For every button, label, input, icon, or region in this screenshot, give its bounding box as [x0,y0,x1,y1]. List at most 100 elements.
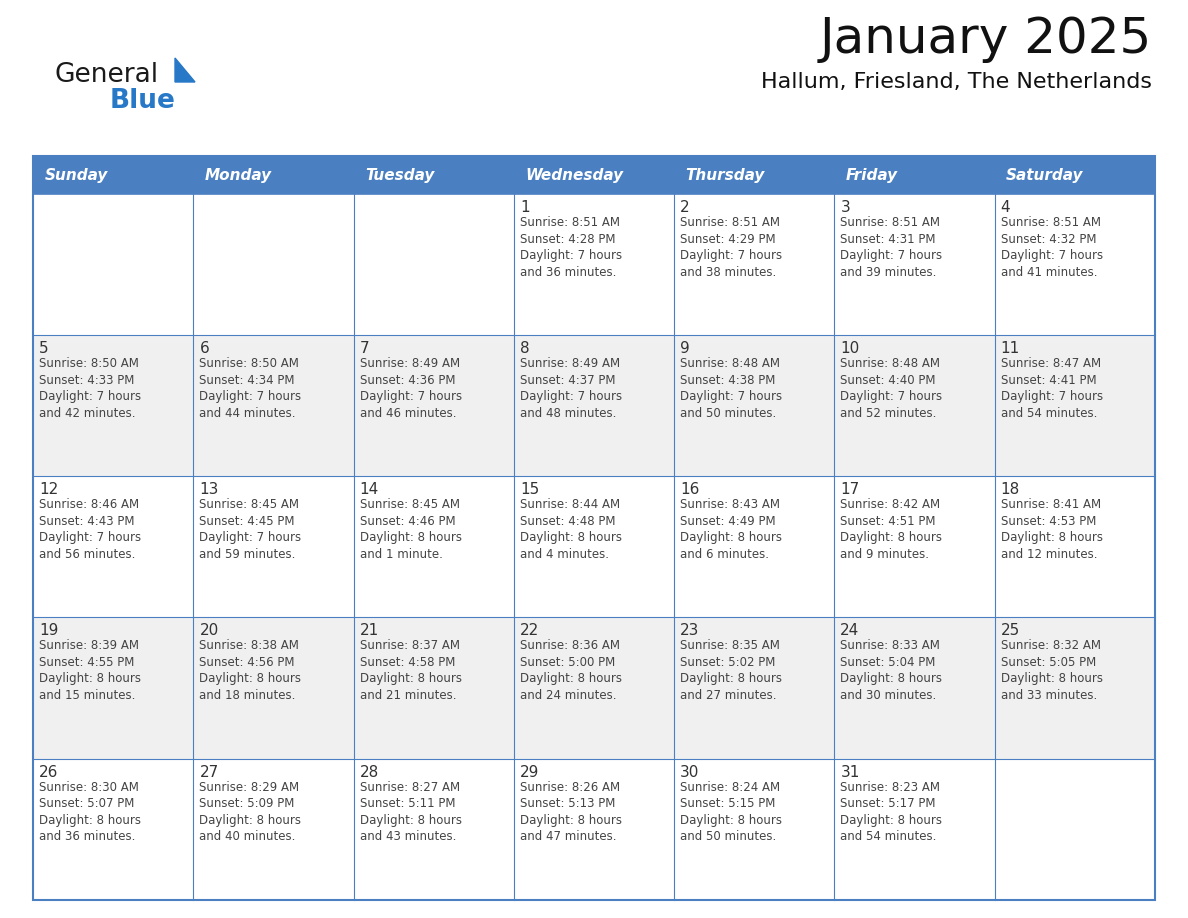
Text: 11: 11 [1000,341,1019,356]
Bar [514,618,674,758]
Text: 23: 23 [680,623,700,638]
Bar [674,618,834,758]
Text: 31: 31 [840,765,860,779]
Text: Sunrise: 8:23 AM
Sunset: 5:17 PM
Daylight: 8 hours
and 54 minutes.: Sunrise: 8:23 AM Sunset: 5:17 PM Dayligh… [840,780,942,843]
Bar [33,335,194,476]
Text: Sunrise: 8:45 AM
Sunset: 4:45 PM
Daylight: 7 hours
and 59 minutes.: Sunrise: 8:45 AM Sunset: 4:45 PM Dayligh… [200,498,302,561]
Bar [674,156,834,194]
Text: Sunrise: 8:36 AM
Sunset: 5:00 PM
Daylight: 8 hours
and 24 minutes.: Sunrise: 8:36 AM Sunset: 5:00 PM Dayligh… [520,640,621,702]
Text: 12: 12 [39,482,58,498]
Bar [354,335,514,476]
Text: 26: 26 [39,765,58,779]
Bar [514,476,674,618]
Bar [834,156,994,194]
Bar [33,758,194,900]
Text: 16: 16 [680,482,700,498]
Text: Sunrise: 8:37 AM
Sunset: 4:58 PM
Daylight: 8 hours
and 21 minutes.: Sunrise: 8:37 AM Sunset: 4:58 PM Dayligh… [360,640,462,702]
Text: Sunrise: 8:51 AM
Sunset: 4:31 PM
Daylight: 7 hours
and 39 minutes.: Sunrise: 8:51 AM Sunset: 4:31 PM Dayligh… [840,216,942,278]
Text: Sunrise: 8:27 AM
Sunset: 5:11 PM
Daylight: 8 hours
and 43 minutes.: Sunrise: 8:27 AM Sunset: 5:11 PM Dayligh… [360,780,462,843]
Bar [994,156,1155,194]
Text: Friday: Friday [846,168,898,183]
Text: 1: 1 [520,200,530,215]
Text: Saturday: Saturday [1006,168,1083,183]
Text: 13: 13 [200,482,219,498]
Text: 19: 19 [39,623,58,638]
Bar [33,476,194,618]
Text: 29: 29 [520,765,539,779]
Text: Sunrise: 8:48 AM
Sunset: 4:40 PM
Daylight: 7 hours
and 52 minutes.: Sunrise: 8:48 AM Sunset: 4:40 PM Dayligh… [840,357,942,420]
Text: 9: 9 [680,341,690,356]
Polygon shape [175,58,195,82]
Text: Sunrise: 8:24 AM
Sunset: 5:15 PM
Daylight: 8 hours
and 50 minutes.: Sunrise: 8:24 AM Sunset: 5:15 PM Dayligh… [680,780,782,843]
Bar [194,194,354,335]
Bar [354,156,514,194]
Bar [514,335,674,476]
Bar [354,476,514,618]
Bar [994,194,1155,335]
Text: Sunrise: 8:49 AM
Sunset: 4:37 PM
Daylight: 7 hours
and 48 minutes.: Sunrise: 8:49 AM Sunset: 4:37 PM Dayligh… [520,357,623,420]
Bar [354,758,514,900]
Text: Sunrise: 8:51 AM
Sunset: 4:28 PM
Daylight: 7 hours
and 36 minutes.: Sunrise: 8:51 AM Sunset: 4:28 PM Dayligh… [520,216,623,278]
Text: 2: 2 [680,200,690,215]
Bar [194,335,354,476]
Bar [834,335,994,476]
Bar [354,194,514,335]
Text: 25: 25 [1000,623,1019,638]
Text: January 2025: January 2025 [820,15,1152,63]
Text: Sunrise: 8:26 AM
Sunset: 5:13 PM
Daylight: 8 hours
and 47 minutes.: Sunrise: 8:26 AM Sunset: 5:13 PM Dayligh… [520,780,621,843]
Bar [994,476,1155,618]
Text: Sunrise: 8:49 AM
Sunset: 4:36 PM
Daylight: 7 hours
and 46 minutes.: Sunrise: 8:49 AM Sunset: 4:36 PM Dayligh… [360,357,462,420]
Text: Sunrise: 8:51 AM
Sunset: 4:32 PM
Daylight: 7 hours
and 41 minutes.: Sunrise: 8:51 AM Sunset: 4:32 PM Dayligh… [1000,216,1102,278]
Bar [674,476,834,618]
Text: Sunrise: 8:29 AM
Sunset: 5:09 PM
Daylight: 8 hours
and 40 minutes.: Sunrise: 8:29 AM Sunset: 5:09 PM Dayligh… [200,780,302,843]
Text: 14: 14 [360,482,379,498]
Text: Sunrise: 8:43 AM
Sunset: 4:49 PM
Daylight: 8 hours
and 6 minutes.: Sunrise: 8:43 AM Sunset: 4:49 PM Dayligh… [680,498,782,561]
Text: 30: 30 [680,765,700,779]
Text: 6: 6 [200,341,209,356]
Text: Tuesday: Tuesday [365,168,435,183]
Text: Sunrise: 8:33 AM
Sunset: 5:04 PM
Daylight: 8 hours
and 30 minutes.: Sunrise: 8:33 AM Sunset: 5:04 PM Dayligh… [840,640,942,702]
Text: Sunrise: 8:47 AM
Sunset: 4:41 PM
Daylight: 7 hours
and 54 minutes.: Sunrise: 8:47 AM Sunset: 4:41 PM Dayligh… [1000,357,1102,420]
Text: 21: 21 [360,623,379,638]
Text: Blue: Blue [110,88,176,114]
Text: 27: 27 [200,765,219,779]
Text: Sunrise: 8:46 AM
Sunset: 4:43 PM
Daylight: 7 hours
and 56 minutes.: Sunrise: 8:46 AM Sunset: 4:43 PM Dayligh… [39,498,141,561]
Text: Sunrise: 8:41 AM
Sunset: 4:53 PM
Daylight: 8 hours
and 12 minutes.: Sunrise: 8:41 AM Sunset: 4:53 PM Dayligh… [1000,498,1102,561]
Text: Sunrise: 8:38 AM
Sunset: 4:56 PM
Daylight: 8 hours
and 18 minutes.: Sunrise: 8:38 AM Sunset: 4:56 PM Dayligh… [200,640,302,702]
Text: Sunrise: 8:45 AM
Sunset: 4:46 PM
Daylight: 8 hours
and 1 minute.: Sunrise: 8:45 AM Sunset: 4:46 PM Dayligh… [360,498,462,561]
Text: 22: 22 [520,623,539,638]
Text: Monday: Monday [204,168,272,183]
Text: 18: 18 [1000,482,1019,498]
Text: General: General [55,62,159,88]
Bar [674,194,834,335]
Text: Thursday: Thursday [685,168,765,183]
Bar [834,194,994,335]
Bar [33,156,194,194]
Text: 24: 24 [840,623,860,638]
Text: Sunrise: 8:51 AM
Sunset: 4:29 PM
Daylight: 7 hours
and 38 minutes.: Sunrise: 8:51 AM Sunset: 4:29 PM Dayligh… [680,216,782,278]
Bar [194,156,354,194]
Bar [194,758,354,900]
Text: Sunrise: 8:48 AM
Sunset: 4:38 PM
Daylight: 7 hours
and 50 minutes.: Sunrise: 8:48 AM Sunset: 4:38 PM Dayligh… [680,357,782,420]
Text: 5: 5 [39,341,49,356]
Bar [994,758,1155,900]
Text: Sunrise: 8:32 AM
Sunset: 5:05 PM
Daylight: 8 hours
and 33 minutes.: Sunrise: 8:32 AM Sunset: 5:05 PM Dayligh… [1000,640,1102,702]
Bar [33,194,194,335]
Text: 10: 10 [840,341,860,356]
Bar [514,194,674,335]
Text: Sunrise: 8:39 AM
Sunset: 4:55 PM
Daylight: 8 hours
and 15 minutes.: Sunrise: 8:39 AM Sunset: 4:55 PM Dayligh… [39,640,141,702]
Text: 4: 4 [1000,200,1010,215]
Text: Sunrise: 8:50 AM
Sunset: 4:34 PM
Daylight: 7 hours
and 44 minutes.: Sunrise: 8:50 AM Sunset: 4:34 PM Dayligh… [200,357,302,420]
Text: Sunday: Sunday [44,168,108,183]
Text: 8: 8 [520,341,530,356]
Bar [194,476,354,618]
Text: Sunrise: 8:44 AM
Sunset: 4:48 PM
Daylight: 8 hours
and 4 minutes.: Sunrise: 8:44 AM Sunset: 4:48 PM Dayligh… [520,498,621,561]
Text: Sunrise: 8:35 AM
Sunset: 5:02 PM
Daylight: 8 hours
and 27 minutes.: Sunrise: 8:35 AM Sunset: 5:02 PM Dayligh… [680,640,782,702]
Text: Sunrise: 8:30 AM
Sunset: 5:07 PM
Daylight: 8 hours
and 36 minutes.: Sunrise: 8:30 AM Sunset: 5:07 PM Dayligh… [39,780,141,843]
Bar [994,335,1155,476]
Text: Sunrise: 8:50 AM
Sunset: 4:33 PM
Daylight: 7 hours
and 42 minutes.: Sunrise: 8:50 AM Sunset: 4:33 PM Dayligh… [39,357,141,420]
Text: 28: 28 [360,765,379,779]
Bar [674,758,834,900]
Bar [674,335,834,476]
Text: Sunrise: 8:42 AM
Sunset: 4:51 PM
Daylight: 8 hours
and 9 minutes.: Sunrise: 8:42 AM Sunset: 4:51 PM Dayligh… [840,498,942,561]
